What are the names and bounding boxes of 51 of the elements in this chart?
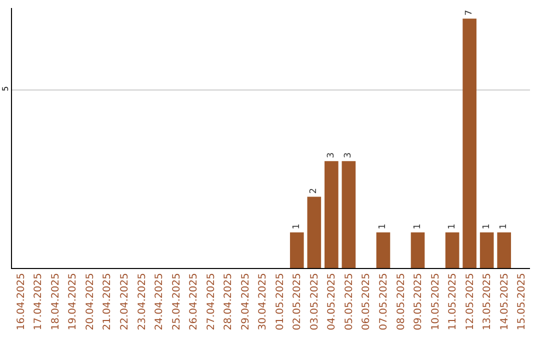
bar: [462, 18, 476, 268]
bar: [445, 232, 460, 268]
bar: [324, 161, 338, 268]
data-label: 3: [326, 152, 336, 158]
x-tick-label: 13.05.2025: [482, 273, 494, 330]
x-tick-label: 10.05.2025: [430, 273, 442, 330]
x-tick-label: 23.04.2025: [136, 273, 148, 330]
data-label: 1: [378, 224, 388, 230]
x-tick-label: 17.04.2025: [33, 273, 44, 330]
bar: [376, 232, 390, 268]
data-label: 1: [482, 224, 492, 230]
x-tick-label: 07.05.2025: [378, 273, 390, 330]
x-tick-label: 18.04.2025: [50, 273, 62, 330]
x-tick-label: 09.05.2025: [413, 273, 424, 330]
x-tick-label: 29.04.2025: [240, 273, 252, 330]
x-tick-label: 20.04.2025: [84, 273, 96, 330]
x-tick-label: 14.05.2025: [499, 273, 510, 330]
data-label: 1: [447, 224, 458, 230]
y-tick-label: 5: [0, 86, 10, 92]
x-tick-label: 28.04.2025: [223, 273, 234, 330]
x-tick-label: 06.05.2025: [361, 273, 372, 330]
data-label: 2: [309, 188, 320, 194]
data-label: 1: [499, 224, 510, 230]
x-tick-label: 08.05.2025: [396, 273, 407, 330]
x-tick-label: 11.05.2025: [448, 273, 459, 330]
data-label: 7: [464, 10, 475, 16]
x-tick-label: 24.04.2025: [154, 273, 166, 330]
x-tick-label: 27.04.2025: [206, 273, 217, 330]
x-tick-label: 02.05.2025: [292, 273, 304, 330]
bar: [342, 161, 356, 268]
bar: [410, 232, 425, 268]
bar: [497, 232, 512, 268]
data-label: 3: [344, 152, 354, 158]
x-tick-label: 03.05.2025: [309, 273, 320, 330]
x-tick-label: 05.05.2025: [344, 273, 355, 330]
x-tick-label: 19.04.2025: [68, 273, 79, 330]
bar: [290, 232, 304, 268]
x-tick-label: 26.04.2025: [188, 273, 200, 330]
x-tick-label: 22.04.2025: [119, 273, 130, 330]
x-tick-label: 12.05.2025: [464, 273, 476, 330]
bar: [480, 232, 494, 268]
x-tick-label: 04.05.2025: [326, 273, 338, 330]
x-tick-label: 16.04.2025: [16, 273, 27, 330]
data-label: 1: [412, 224, 423, 230]
x-tick-label: 21.04.2025: [102, 273, 114, 330]
x-tick-label: 25.04.2025: [171, 273, 182, 330]
x-tick-label: 01.05.2025: [274, 273, 286, 330]
bar: [307, 196, 322, 268]
data-label: 1: [292, 224, 302, 230]
x-tick-label: 30.04.2025: [258, 273, 269, 330]
x-tick-label: 15.05.2025: [516, 273, 528, 330]
